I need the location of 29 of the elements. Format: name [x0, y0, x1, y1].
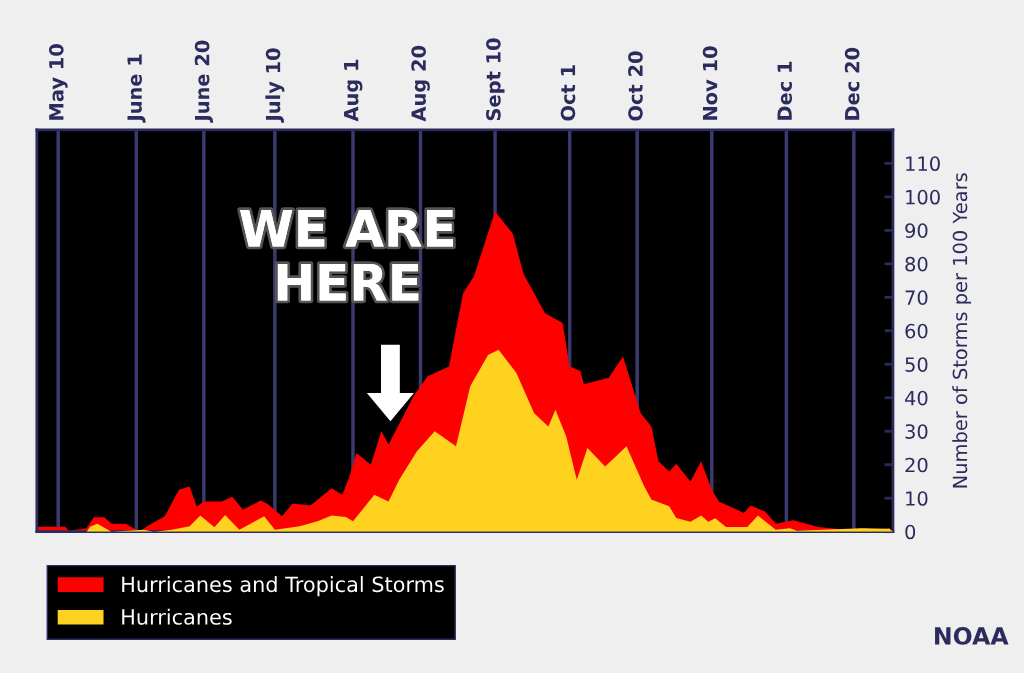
text: NOAA	[935, 627, 1009, 645]
x-tick-label: Oct 20	[628, 51, 643, 121]
y-tick-label: 40	[904, 390, 928, 406]
y-tick-label: 30	[905, 424, 928, 439]
y-tick-label: 50	[905, 357, 928, 372]
y-tick-label: 10	[906, 491, 928, 506]
x-tick-label: Aug 1	[344, 59, 363, 122]
y-tick-label: 90	[905, 223, 928, 238]
y-tick-label: 70	[905, 290, 928, 305]
y-tick-label: 110	[906, 156, 940, 172]
x-tick-label: Nov 10	[702, 46, 718, 120]
annotation: WE ARE HERE	[240, 209, 453, 301]
x-tick-label: Dec 20	[844, 47, 860, 120]
y-tick-label: 0	[905, 524, 916, 540]
x-tick-label: Dec 1	[777, 61, 793, 120]
legend-label: Hurricanes and Tropical Storms	[122, 576, 444, 597]
legend-label: Hurricanes	[122, 608, 232, 625]
x-tick-label: Oct 1	[560, 65, 576, 121]
x-tick-label: Aug 20	[411, 45, 430, 122]
y-tick-label: 60	[905, 323, 928, 339]
x-tick-label: July 10	[265, 48, 285, 123]
x-tick-label: June 20	[194, 40, 214, 123]
y-tick-label: 80	[905, 256, 928, 272]
x-tick-label: June 1	[127, 54, 146, 123]
x-tick-label: Sept 10	[486, 38, 505, 121]
y-tick-label: 20	[905, 457, 928, 473]
x-tick-label: May 10	[48, 44, 68, 120]
y-axis-title: Number of Storms per 100 Years	[952, 173, 972, 488]
y-tick-label: 100	[906, 189, 940, 205]
